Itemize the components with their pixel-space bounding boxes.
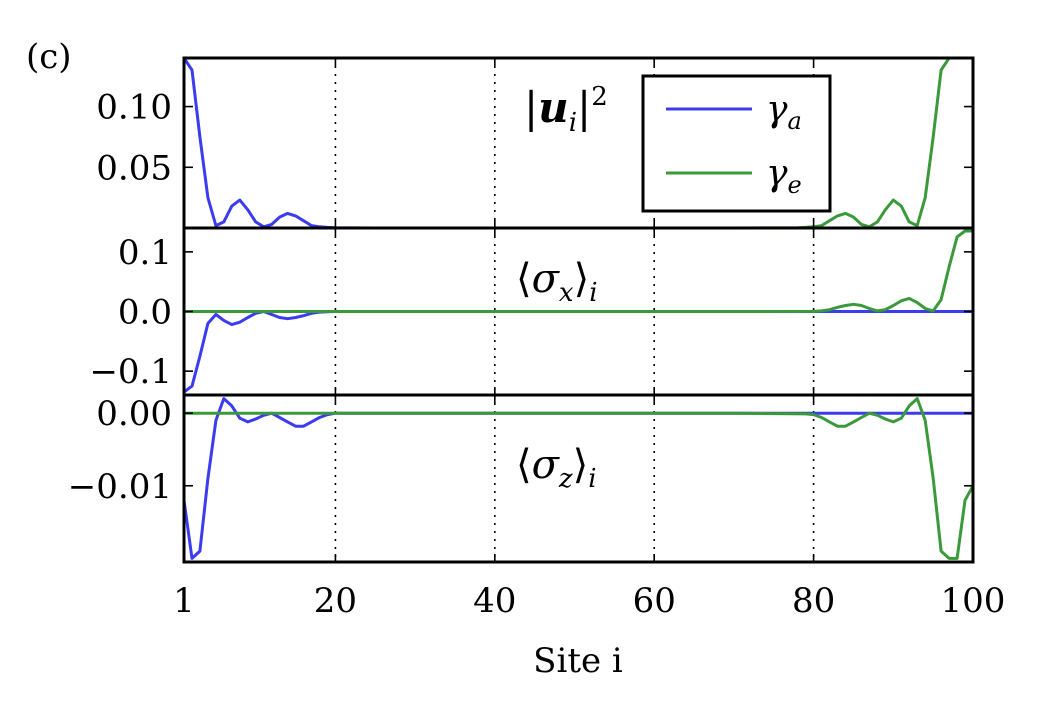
y-tick-label: −0.1 <box>89 352 172 392</box>
legend-box <box>641 74 832 213</box>
series-line-a <box>184 58 973 228</box>
panel-label-sigma-x: ⟨σx⟩i <box>516 256 598 308</box>
series-line-e <box>184 397 973 560</box>
panels: 0.05 0.10 −0.1 0.0 0.1 −0.01 0.00 |ui|2 ⟨σx⟩i ⟨σz… <box>68 56 975 564</box>
x-tick-label: 100 <box>941 581 1006 621</box>
x-tick-label: 1 <box>173 581 195 621</box>
panel-frame <box>182 393 975 564</box>
x-tick-label: 20 <box>314 581 357 621</box>
x-tick-label: 40 <box>473 581 516 621</box>
y-tick-label: 0.0 <box>118 293 172 333</box>
panel-label-sigma-z: ⟨σz⟩i <box>516 442 597 494</box>
y-tick-label: 0.10 <box>96 88 172 128</box>
series-line-a <box>184 310 973 394</box>
legend: γa γe <box>641 74 832 213</box>
x-axis-label: Site i <box>533 641 623 681</box>
y-tick-label: −0.01 <box>68 467 172 507</box>
x-tick-label: 60 <box>633 581 676 621</box>
series-line-e <box>184 58 973 228</box>
panel-3: −0.01 0.00 <box>68 393 975 564</box>
series-line-e <box>184 229 973 313</box>
legend-entry-label: γa <box>766 89 802 135</box>
x-axis: 1 20 40 60 80 100 <box>173 581 1005 621</box>
legend-entry-label: γe <box>766 153 802 199</box>
panel-2: −0.1 0.0 0.1 <box>89 226 975 397</box>
y-tick-label: 0.1 <box>118 233 172 273</box>
x-tick-label: 80 <box>792 581 835 621</box>
panel-label-u: |ui|2 <box>524 82 608 138</box>
y-tick-label: 0.00 <box>96 394 172 434</box>
y-tick-label: 0.05 <box>96 148 172 188</box>
panel-1: 0.05 0.10 <box>96 56 975 230</box>
figure-label: (c) <box>26 37 72 77</box>
